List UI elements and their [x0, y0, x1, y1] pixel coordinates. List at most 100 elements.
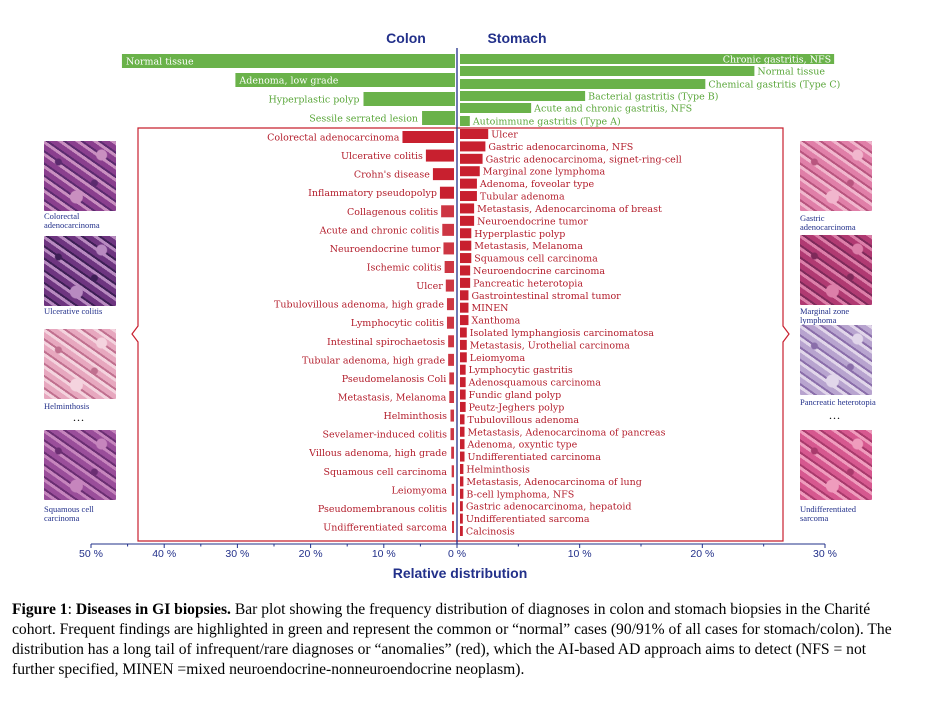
histology-image-helminthosis — [44, 329, 116, 399]
bar-stomach-common — [460, 66, 755, 76]
bar-colon-rare — [452, 521, 454, 533]
bar-label-colon-rare: Inflammatory pseudopolyp — [308, 188, 437, 199]
bar-label-colon-rare: Colorectal adenocarcinoma — [267, 133, 400, 144]
bar-label-stomach-common: Acute and chronic gastritis, NFS — [533, 104, 692, 115]
bar-stomach-rare — [460, 302, 469, 313]
bar-colon-rare — [432, 168, 454, 181]
bar-label-stomach-rare: MINEN — [471, 303, 508, 314]
bar-stomach-rare — [460, 178, 477, 189]
bar-label-stomach-rare: Xanthoma — [471, 316, 520, 327]
bar-label-stomach-rare: Gastrointestinal stromal tumor — [471, 291, 621, 302]
bar-colon-rare — [443, 242, 454, 255]
bar-label-colon-rare: Villous adenoma, high grade — [308, 448, 447, 459]
bars-group: Normal tissue Adenoma, low grade Hyperplas… — [121, 54, 840, 538]
bar-label-colon-rare: Ulcer — [416, 281, 443, 292]
bar-label-stomach-rare: Metastasis, Adenocarcinoma of pancreas — [468, 427, 666, 438]
bar-label-stomach-common: Normal tissue — [757, 67, 825, 78]
bar-stomach-rare — [460, 513, 463, 524]
bar-colon-rare — [450, 409, 454, 422]
bar-stomach-rare — [460, 166, 480, 177]
bar-label-colon-rare: Pseudomelanosis Coli — [342, 374, 447, 385]
bar-label-stomach-rare: Pancreatic heterotopia — [473, 278, 583, 289]
bar-stomach-rare — [460, 476, 464, 487]
bar-stomach-rare — [460, 153, 483, 164]
histology-image-label: Pancreatic heterotopia — [800, 397, 876, 407]
bar-colon-rare — [451, 465, 454, 478]
histology-image-gastric-adenocarcinoma — [800, 141, 872, 211]
bar-colon-rare — [445, 279, 454, 292]
bar-stomach-rare — [460, 277, 471, 288]
bar-label-colon-rare: Collagenous colitis — [347, 207, 438, 218]
bar-stomach-rare — [460, 339, 467, 350]
bar-label-stomach-rare: Fundic gland polyp — [469, 390, 562, 401]
bar-label-stomach-common: Autoimmune gastritis (Type A) — [472, 117, 621, 128]
bar-label-stomach-rare: Lymphocytic gastritis — [469, 365, 573, 376]
bar-label-colon-rare: Ischemic colitis — [367, 263, 442, 274]
bar-label-stomach-rare: Metastasis, Adenocarcinoma of lung — [466, 477, 641, 488]
bar-stomach-rare — [460, 401, 466, 412]
bar-label-colon-rare: Intestinal spirochaetosis — [327, 337, 445, 348]
histology-image-label: Squamous cell carcinoma — [44, 504, 94, 523]
bar-stomach-rare — [460, 426, 465, 437]
histology-image-pancreatic-heterotopia — [800, 325, 872, 395]
bar-label-stomach-rare: Hyperplastic polyp — [474, 229, 565, 240]
bar-stomach-rare — [460, 228, 472, 239]
bar-label-stomach-rare: Adenoma, oxyntic type — [467, 440, 578, 451]
bar-stomach-rare — [460, 240, 472, 251]
bar-label-colon-rare: Ulcerative colitis — [341, 151, 423, 162]
bar-stomach-rare — [460, 526, 463, 536]
bar-label-colon-rare: Neuroendocrine tumor — [330, 244, 441, 255]
x-tick-label: 20 % — [690, 548, 714, 560]
x-tick-label: 0 % — [448, 548, 466, 560]
figure-caption: Figure 1: Diseases in GI biopsies. Bar p… — [12, 601, 892, 678]
bar-label-stomach-rare: Metastasis, Adenocarcinoma of breast — [477, 204, 662, 215]
bar-stomach-rare — [460, 451, 465, 462]
bar-label-stomach-rare: Metastasis, Melanoma — [474, 241, 583, 252]
x-tick-label: 30 % — [813, 548, 837, 560]
bar-label-stomach-rare: B-cell lymphoma, NFS — [466, 489, 574, 500]
x-axis: 50 % 40 % 30 % 20 % 10 % 0 % 10 % 20 % 30 % — [79, 48, 837, 560]
bar-colon-rare — [451, 483, 454, 496]
bar-label-colon-rare: Pseudomembranous colitis — [318, 504, 447, 515]
bar-label-stomach-rare: Calcinosis — [466, 527, 515, 538]
histology-image-label: Ulcerative colitis — [44, 306, 103, 316]
bar-label-colon-rare: Leiomyoma — [392, 485, 448, 496]
bar-label-colon-rare: Tubular adenoma, high grade — [302, 355, 446, 366]
x-tick-label: 10 % — [568, 548, 592, 560]
bar-stomach-rare — [460, 501, 463, 512]
bar-label-stomach-rare: Tubulovillous adenoma — [468, 415, 580, 426]
bar-stomach-common — [460, 116, 470, 126]
bar-stomach-rare — [460, 352, 467, 363]
bar-stomach-rare — [460, 389, 466, 400]
bar-stomach-rare — [460, 129, 489, 139]
rare-bracket-outline — [131, 127, 790, 542]
bar-label-stomach-rare: Gastric adenocarcinoma, NFS — [488, 142, 633, 153]
histology-image-label: Marginal zone lymphoma — [800, 306, 850, 325]
bar-label-colon-common: Adenoma, low grade — [238, 76, 338, 87]
bar-stomach-rare — [460, 414, 465, 425]
more-images-ellipsis: ... — [73, 410, 85, 424]
caption-label: Figure 1 — [12, 601, 68, 618]
histology-image-label: Gastric adenocarcinoma — [800, 213, 856, 232]
bar-colon-common — [121, 54, 455, 68]
bar-colon-rare — [450, 428, 454, 441]
bar-colon-rare — [444, 261, 454, 273]
bar-stomach-rare — [460, 191, 477, 202]
bar-label-stomach-rare: Undifferentiated carcinoma — [468, 452, 602, 463]
bar-colon-rare — [446, 298, 454, 311]
x-tick-label: 10 % — [372, 548, 396, 560]
bar-label-colon-rare: Lymphocytic colitis — [351, 318, 444, 329]
x-tick-label: 20 % — [299, 548, 323, 560]
bar-label-stomach-rare: Gastric adenocarcinoma, hepatoid — [466, 502, 632, 513]
bar-stomach-rare — [460, 203, 475, 214]
bar-label-stomach-rare: Peutz-Jeghers polyp — [469, 402, 565, 413]
bar-stomach-rare — [460, 315, 469, 326]
bar-label-stomach-rare: Neuroendocrine carcinoma — [473, 266, 605, 277]
histology-image-colorectal-adenocarcinoma — [44, 141, 116, 211]
bar-label-colon-rare: Metastasis, Melanoma — [338, 393, 447, 404]
panel-title-stomach: Stomach — [487, 30, 546, 46]
more-images-ellipsis: ... — [829, 408, 841, 422]
bar-label-colon-rare: Crohn's disease — [354, 170, 430, 181]
bar-colon-rare — [448, 335, 454, 348]
histology-image-label: Colorectal adenocarcinoma — [44, 211, 100, 230]
